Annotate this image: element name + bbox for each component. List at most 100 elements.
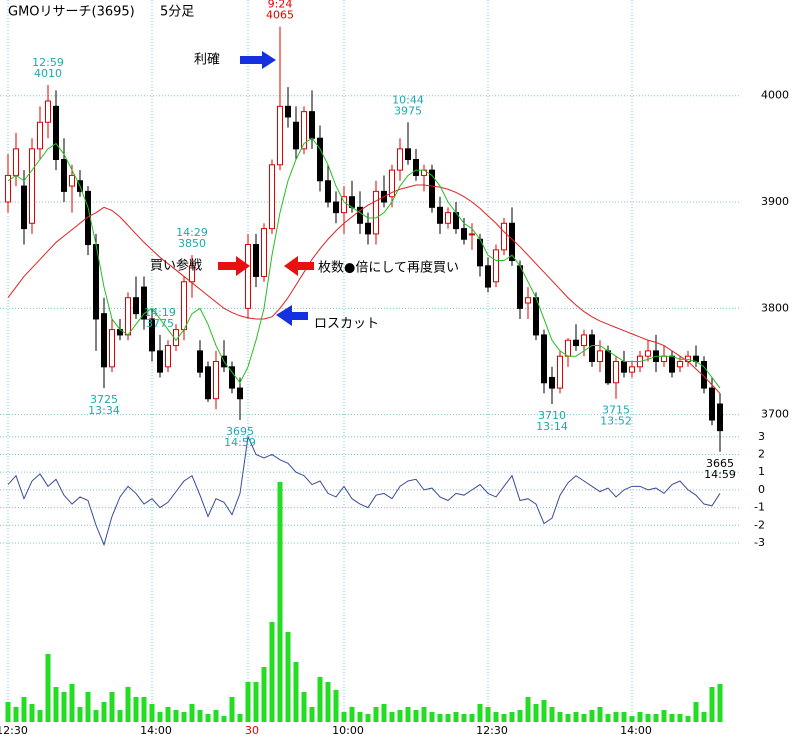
- candle-body: [29, 148, 35, 224]
- volume-bar: [325, 682, 331, 722]
- candle-body: [517, 265, 523, 309]
- volume-bar: [293, 662, 299, 722]
- volume-bar: [373, 707, 379, 722]
- candle-body: [197, 350, 203, 373]
- candle-body: [405, 148, 411, 160]
- candle-body: [677, 361, 683, 368]
- y-tick-label: 3900: [761, 195, 789, 208]
- candle-body: [397, 148, 403, 171]
- candle-body: [213, 361, 219, 400]
- candle-body: [325, 180, 331, 203]
- volume-bar: [133, 697, 139, 722]
- candle-body: [709, 387, 715, 421]
- volume-bar: [5, 702, 11, 722]
- volume-bar: [125, 687, 131, 722]
- volume-bar: [221, 716, 227, 722]
- candle-body: [5, 174, 11, 203]
- volume-bar: [669, 714, 675, 722]
- volume-bar: [701, 712, 707, 722]
- volume-bar: [469, 714, 475, 722]
- candle-body: [277, 105, 283, 166]
- volume-bar: [21, 697, 27, 722]
- ma-long-line: [7, 184, 721, 394]
- y2-tick-label: 0: [758, 483, 765, 496]
- candle-body: [13, 148, 19, 176]
- candle-body: [717, 403, 723, 432]
- extreme-time: 13:52: [600, 415, 632, 428]
- extreme-time: 14:19: [144, 306, 176, 319]
- volume-bar: [197, 710, 203, 722]
- candle-body: [21, 185, 27, 230]
- y2-tick-label: -1: [754, 501, 765, 514]
- candle-body: [445, 212, 451, 224]
- candle-body: [181, 281, 187, 331]
- volume-bar: [549, 707, 555, 722]
- volume-bar: [485, 707, 491, 722]
- arrow: [240, 51, 276, 69]
- volume-bar: [557, 712, 563, 722]
- volume-bar: [589, 710, 595, 722]
- x-tick-label: 12:30: [0, 724, 28, 737]
- extreme-price: 3715: [602, 404, 630, 417]
- extreme-price: 4065: [266, 9, 294, 22]
- candle-body: [45, 100, 51, 123]
- volume-bar: [429, 712, 435, 722]
- y2-tick-label: 3: [758, 430, 765, 443]
- y2-tick-label: 1: [758, 465, 765, 478]
- candle-body: [525, 297, 531, 304]
- volume-bar: [533, 704, 539, 722]
- volume-bar: [253, 682, 259, 722]
- candle-body: [269, 164, 275, 230]
- candle-body: [141, 286, 147, 320]
- volume-bar: [581, 714, 587, 722]
- candle-body: [261, 228, 267, 277]
- volume-bar: [653, 714, 659, 722]
- volume-bar: [189, 704, 195, 722]
- arrow: [276, 305, 308, 326]
- candle-body: [205, 366, 211, 400]
- volume-bar: [493, 712, 499, 722]
- candle-body: [125, 297, 131, 336]
- arrow: [284, 256, 314, 276]
- candle-body: [189, 265, 195, 283]
- candle-body: [581, 334, 587, 347]
- extreme-price: 3850: [178, 237, 206, 250]
- volume-bar: [109, 692, 115, 722]
- candle-body: [549, 376, 555, 389]
- volume-bar: [333, 690, 339, 722]
- candle-body: [469, 233, 475, 236]
- volume-bar: [605, 714, 611, 722]
- candle-body: [389, 169, 395, 198]
- volume-bar: [389, 712, 395, 722]
- extreme-price: 4010: [34, 67, 62, 80]
- volume-bar: [165, 707, 171, 722]
- extreme-time: 12:59: [32, 56, 64, 69]
- volume-bar: [421, 707, 427, 722]
- volume-bar: [213, 710, 219, 722]
- candle-body: [501, 222, 507, 251]
- volume-bar: [69, 684, 75, 722]
- extreme-price: 3725: [90, 393, 118, 406]
- volume-bar: [141, 697, 147, 722]
- callout-text: ロスカット: [314, 317, 379, 332]
- volume-bar: [285, 632, 291, 722]
- candle-body: [245, 244, 251, 309]
- volume-bar: [661, 710, 667, 722]
- volume-bar: [261, 667, 267, 722]
- candle-body: [565, 339, 571, 357]
- candle-body: [109, 329, 115, 368]
- volume-bar: [157, 712, 163, 722]
- volume-bar: [685, 716, 691, 722]
- extreme-price: 3665: [706, 457, 734, 470]
- extreme-price: 3695: [226, 425, 254, 438]
- y-tick-label: 3800: [761, 301, 789, 314]
- volume-bar: [677, 714, 683, 722]
- volume-bar: [645, 714, 651, 722]
- callouts: 利確 買い参戦 枚数●倍にして再度買い ロスカット: [150, 51, 459, 332]
- candle-body: [365, 222, 371, 235]
- candle-body: [317, 137, 323, 182]
- candle-body: [293, 121, 299, 150]
- volume-bar: [541, 700, 547, 722]
- volume-bar: [573, 712, 579, 722]
- volume-bar: [437, 714, 443, 722]
